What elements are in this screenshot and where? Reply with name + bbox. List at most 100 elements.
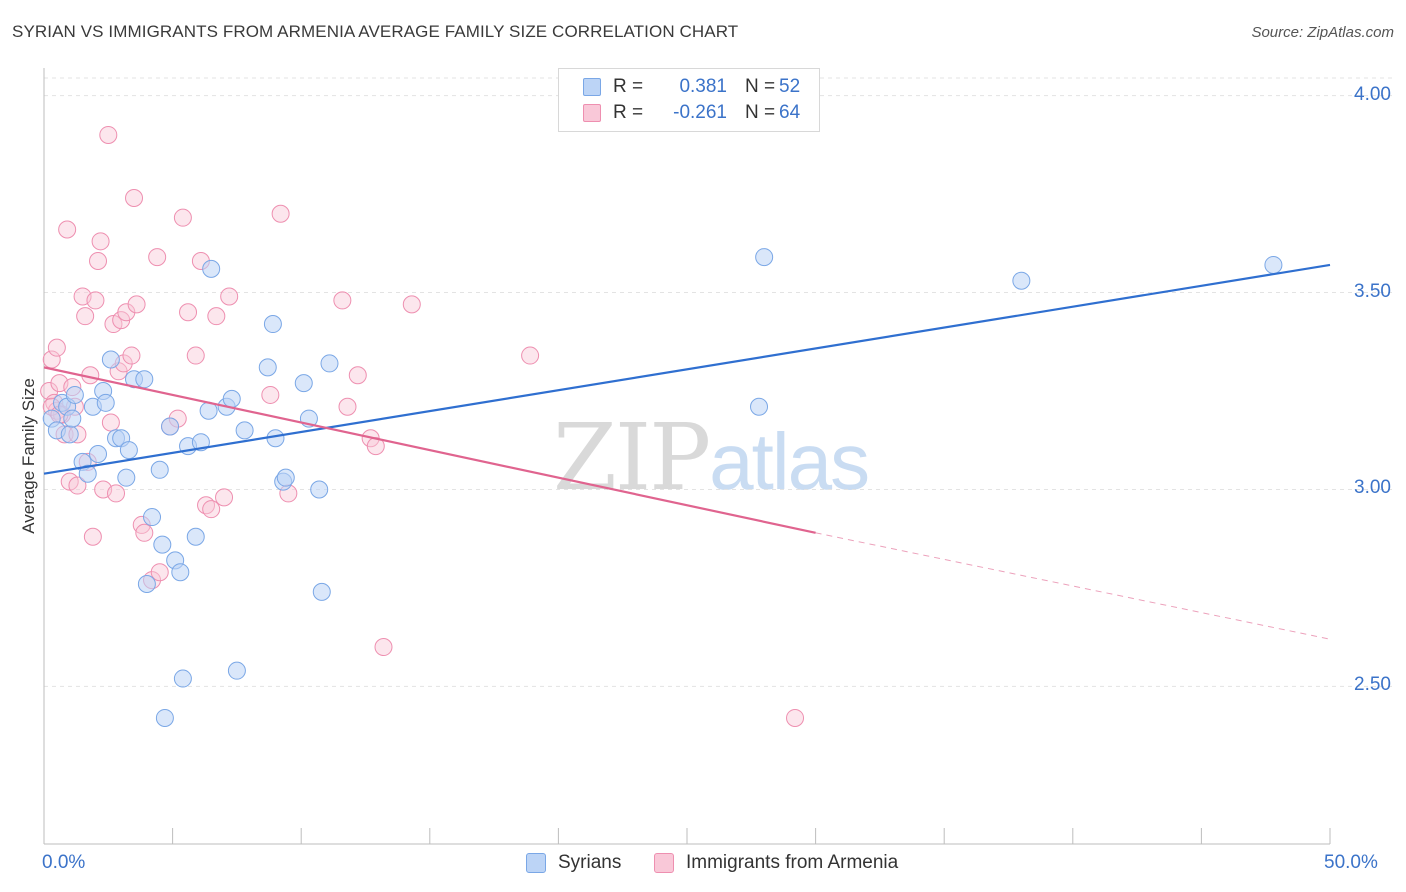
syrians-point <box>135 370 154 389</box>
watermark-atlas: atlas <box>709 417 870 506</box>
armenia-point <box>202 500 221 519</box>
armenia-point <box>99 125 118 144</box>
armenia-point <box>125 188 144 207</box>
syrians-point <box>750 397 769 416</box>
armenia-point <box>150 563 169 582</box>
syrians-point <box>1012 271 1031 290</box>
syrians-point <box>63 409 82 428</box>
syrians-point <box>78 464 97 483</box>
bottom-legend: Syrians Immigrants from Armenia <box>0 852 1406 876</box>
syrians-point <box>161 417 180 436</box>
syrians-r-value: 0.381 <box>679 76 727 97</box>
armenia-point <box>338 397 357 416</box>
armenia-point <box>68 476 87 495</box>
y-tick-label: 2.50 <box>1354 674 1391 696</box>
y-tick-label: 4.00 <box>1354 83 1391 105</box>
armenia-point <box>186 346 205 365</box>
legend-item-syrians: Syrians <box>526 852 621 874</box>
armenia-legend-label: Immigrants from Armenia <box>686 852 899 873</box>
armenia-trend-extension <box>815 532 1331 640</box>
armenia-point <box>261 385 280 404</box>
armenia-point <box>47 338 66 357</box>
r-label: R = <box>613 102 644 123</box>
syrians-point <box>202 259 221 278</box>
syrians-point <box>266 429 285 448</box>
armenia-point <box>76 307 95 326</box>
syrians-point <box>137 575 156 594</box>
armenia-swatch <box>583 104 601 122</box>
syrians-point <box>312 582 331 601</box>
armenia-point <box>173 208 192 227</box>
syrians-point <box>150 460 169 479</box>
syrians-point <box>258 358 277 377</box>
armenia-point <box>127 295 146 314</box>
syrians-point <box>222 389 241 408</box>
legend-row-syrians: R = 0.381 N = 52 <box>583 75 800 99</box>
syrians-point <box>65 385 84 404</box>
syrians-point <box>101 350 120 369</box>
armenia-point <box>333 291 352 310</box>
armenia-point <box>402 295 421 314</box>
syrians-trend-line <box>43 263 1331 475</box>
legend-item-armenia: Immigrants from Armenia <box>654 852 898 874</box>
syrians-swatch <box>583 78 601 96</box>
syrians-point <box>755 248 774 267</box>
syrians-point <box>60 425 79 444</box>
r-label: R = <box>613 76 644 97</box>
armenia-point <box>86 291 105 310</box>
syrians-point <box>235 421 254 440</box>
y-axis-label: Average Family Size <box>19 378 38 534</box>
armenia-point <box>348 366 367 385</box>
armenia-point <box>207 307 226 326</box>
source-label: Source: ZipAtlas.com <box>1251 24 1394 41</box>
n-label: N = <box>745 102 776 123</box>
armenia-point <box>89 252 108 271</box>
syrians-point <box>117 468 136 487</box>
syrians-point <box>173 669 192 688</box>
armenia-legend-swatch <box>654 853 674 873</box>
syrians-point <box>96 393 115 412</box>
armenia-point <box>179 303 198 322</box>
y-tick-label: 3.50 <box>1354 280 1391 302</box>
syrians-point <box>294 374 313 393</box>
armenia-point <box>374 638 393 657</box>
syrians-point <box>186 527 205 546</box>
armenia-trend-line <box>43 366 816 534</box>
syrians-point <box>320 354 339 373</box>
syrians-point <box>1264 255 1283 274</box>
armenia-point <box>271 204 290 223</box>
armenia-point <box>101 413 120 432</box>
armenia-n-value: 64 <box>779 102 801 123</box>
stats-legend: R = 0.381 N = 52 R = -0.261 N = 64 <box>558 68 820 132</box>
syrians-point <box>310 480 329 499</box>
syrians-point <box>155 708 174 727</box>
syrians-point <box>89 445 108 464</box>
armenia-point <box>122 346 141 365</box>
armenia-r-value: -0.261 <box>673 102 727 123</box>
syrians-point <box>263 315 282 334</box>
syrians-point <box>143 508 162 527</box>
armenia-point <box>83 527 102 546</box>
syrians-point <box>171 563 190 582</box>
n-label: N = <box>745 76 776 97</box>
syrians-legend-swatch <box>526 853 546 873</box>
armenia-point <box>521 346 540 365</box>
syrians-point <box>119 441 138 460</box>
x-tick-label-max: 50.0% <box>1324 852 1378 873</box>
x-tick-label-min: 0.0% <box>42 852 86 873</box>
syrians-n-value: 52 <box>779 76 801 97</box>
syrians-point <box>276 468 295 487</box>
syrians-point <box>227 661 246 680</box>
armenia-point <box>58 220 77 239</box>
legend-row-armenia: R = -0.261 N = 64 <box>583 101 800 125</box>
armenia-point <box>220 287 239 306</box>
armenia-point <box>786 708 805 727</box>
syrians-point <box>153 535 172 554</box>
armenia-point <box>91 232 110 251</box>
y-tick-label: 3.00 <box>1354 477 1391 499</box>
armenia-point <box>135 523 154 542</box>
armenia-point <box>107 484 126 503</box>
chart-title: SYRIAN VS IMMIGRANTS FROM ARMENIA AVERAG… <box>12 22 739 41</box>
syrians-legend-label: Syrians <box>558 852 622 873</box>
